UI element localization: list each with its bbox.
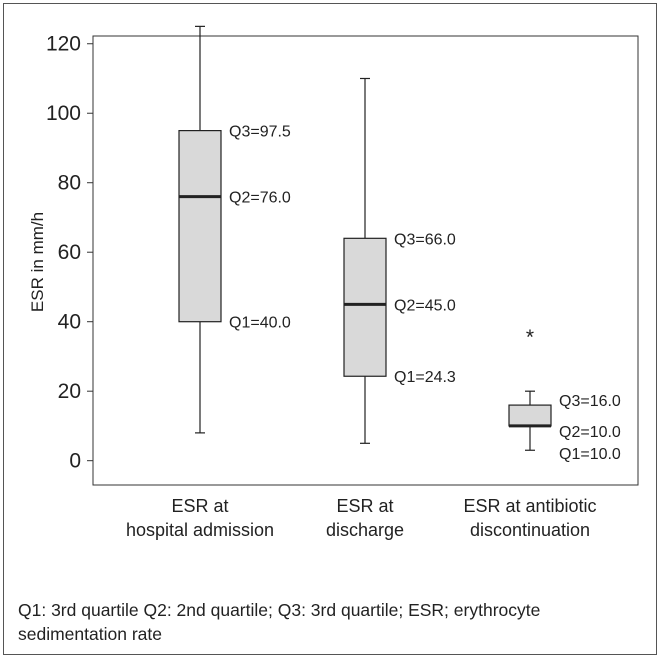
figure-caption: Q1: 3rd quartile Q2: 2nd quartile; Q3: 3… xyxy=(18,600,541,644)
boxes-group: Q3=97.5 Q2=76.0 Q1=40.0 Q3=66.0 Q2=45.0 Q1=24… xyxy=(178,25,621,463)
y-tick-label-40: 40 xyxy=(58,311,81,334)
y-tick-label-60: 60 xyxy=(58,241,81,264)
x-category-label-1: ESR at hospital admission xyxy=(126,496,274,540)
box-1: Q3=97.5 Q2=76.0 Q1=40.0 xyxy=(178,25,291,434)
q1-label: Q1=10.0 xyxy=(559,446,621,463)
figure-frame xyxy=(3,3,657,655)
x-category-label-2: ESR at discharge xyxy=(326,496,404,540)
iqr-box xyxy=(508,404,552,427)
y-tick-label-80: 80 xyxy=(58,172,81,195)
y-axis-label: ESR in mm/h xyxy=(28,212,47,312)
y-tick-label-100: 100 xyxy=(46,102,81,125)
x-axis-labels: ESR at hospital admission ESR at discharge E… xyxy=(126,496,597,540)
q2-label: Q2=10.0 xyxy=(559,424,621,441)
iqr-box xyxy=(178,130,222,323)
q3-label: Q3=97.5 xyxy=(229,124,291,141)
plot-area xyxy=(92,35,639,486)
q2-label: Q2=76.0 xyxy=(229,190,291,207)
q1-label: Q1=24.3 xyxy=(394,369,456,386)
boxplot-chart: 0 20 40 60 80 100 120 ESR in mm/h Q3=97.5 Q2=76… xyxy=(28,25,639,540)
box-3: * Q3=16.0 Q2=10.0 Q1=10.0 xyxy=(508,326,621,463)
x-category-label-3: ESR at antibiotic discontinuation xyxy=(463,496,596,540)
q2-label: Q2=45.0 xyxy=(394,297,456,314)
y-axis: 0 20 40 60 80 100 120 xyxy=(46,33,93,473)
y-tick-label-120: 120 xyxy=(46,33,81,56)
outlier-marker: * xyxy=(526,326,534,349)
iqr-box xyxy=(343,237,387,377)
box-2: Q3=66.0 Q2=45.0 Q1=24.3 xyxy=(343,77,456,444)
y-tick-label-0: 0 xyxy=(69,450,81,473)
y-tick-label-20: 20 xyxy=(58,380,81,403)
q1-label: Q1=40.0 xyxy=(229,315,291,332)
q3-label: Q3=66.0 xyxy=(394,231,456,248)
q3-label: Q3=16.0 xyxy=(559,393,621,410)
